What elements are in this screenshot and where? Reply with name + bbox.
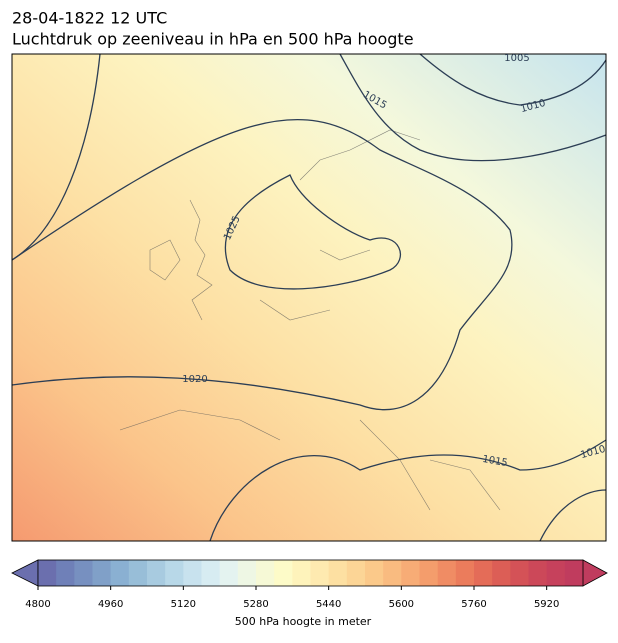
subtitle: Luchtdruk op zeeniveau in hPa en 500 hPa… <box>12 30 414 49</box>
colorbar-segment <box>237 560 257 586</box>
colorbar-segment <box>128 560 148 586</box>
colorbar-segment <box>546 560 566 586</box>
colorbar-segment <box>201 560 221 586</box>
colorbar-extend-high <box>582 559 608 587</box>
colorbar-tick-label: 5440 <box>316 599 341 610</box>
colorbar-extend-low <box>11 559 39 587</box>
colorbar-segment <box>437 560 457 586</box>
colorbar-segment <box>365 560 384 586</box>
colorbar-segment <box>346 560 366 586</box>
colorbar-segment <box>328 560 348 586</box>
colorbar-segment <box>492 560 511 586</box>
colorbar-tick-label: 5600 <box>389 599 414 610</box>
colorbar-segment <box>110 560 130 586</box>
colorbar-tick-label: 5120 <box>171 599 196 610</box>
colorbar-tick-label: 5920 <box>534 599 559 610</box>
colorbar-frame <box>37 559 584 587</box>
colorbar-segment <box>419 560 439 586</box>
colorbar-segment <box>310 560 330 586</box>
colorbar-segment <box>38 560 57 586</box>
colorbar-segment <box>274 560 293 586</box>
colorbar-tick-label: 4960 <box>98 599 123 610</box>
colorbar-segment <box>219 560 239 586</box>
colorbar-segment <box>383 560 402 586</box>
colorbar-segment <box>292 560 311 586</box>
colorbar-segment <box>56 560 75 586</box>
title: 28-04-1822 12 UTC <box>12 9 167 28</box>
colorbar-segment <box>92 560 112 586</box>
colorbar-label: 500 hPa hoogte in meter <box>235 615 372 628</box>
colorbar-segment <box>147 560 166 586</box>
colorbar-segment <box>183 560 202 586</box>
colorbar-segment <box>256 560 275 586</box>
colorbar-segment <box>401 560 420 586</box>
colorbar-segment <box>455 560 475 586</box>
isobar-label: 1015 <box>481 454 508 469</box>
colorbar-tick-label: 5280 <box>243 599 268 610</box>
map <box>11 53 607 542</box>
colorbar-segment <box>74 560 93 586</box>
colorbar-segment <box>510 560 529 586</box>
colorbar-segment <box>564 560 584 586</box>
colorbar-tick-label: 5760 <box>461 599 486 610</box>
colorbar-segment <box>528 560 548 586</box>
colorbar-tick-label: 4800 <box>25 599 50 610</box>
isobar-label: 1005 <box>504 53 529 64</box>
colorbar-segment <box>474 560 493 586</box>
isobar-label: 1020 <box>182 374 207 385</box>
colorbar-segment <box>165 560 184 586</box>
